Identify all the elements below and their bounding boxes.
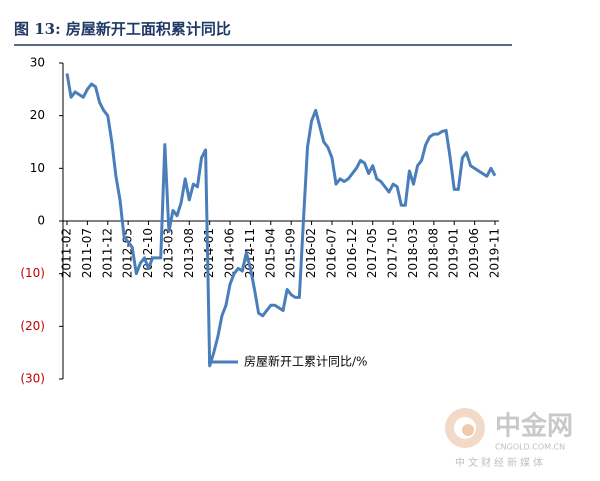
x-tick-label: 2014-11: [243, 228, 257, 278]
x-tick-label: 2011-12: [100, 228, 114, 278]
watermark-brand: 中金网: [495, 411, 573, 442]
watermark-site: CNGOLD.COM.CN: [495, 443, 565, 452]
x-tick-label: 2013-03: [161, 228, 175, 278]
y-tick-label: 20: [30, 108, 45, 122]
x-tick-label: 2011-02: [60, 228, 74, 278]
y-tick-label: 0: [37, 214, 45, 228]
x-tick-label: 2017-10: [386, 228, 400, 278]
x-tick-label: 2012-10: [141, 228, 155, 278]
x-tick-label: 2016-12: [345, 228, 359, 278]
legend-label: 房屋新开工累计同比/%: [244, 354, 367, 369]
x-tick-label: 2018-03: [406, 228, 420, 278]
y-tick-label: 30: [30, 56, 45, 70]
x-tick-label: 2011-07: [80, 228, 94, 278]
series-line: [65, 73, 497, 368]
y-tick-label: (10): [20, 266, 45, 280]
x-tick-label: 2012-05: [121, 228, 135, 278]
x-tick-label: 2016-02: [304, 228, 318, 278]
watermark-logo-core: [462, 424, 474, 436]
x-tick-label: 2014-06: [223, 228, 237, 278]
x-tick-label: 2013-08: [182, 228, 196, 278]
x-tick-label: 2014-01: [202, 228, 216, 278]
x-tick-label: 2018-08: [426, 228, 440, 278]
x-tick-label: 2017-05: [365, 228, 379, 278]
x-tick-label: 2016-07: [324, 228, 338, 278]
y-tick-label: (30): [20, 372, 45, 386]
chart-title: 图 13: 房屋新开工面积累计同比: [14, 20, 231, 38]
x-tick-label: 2019-06: [467, 228, 481, 278]
y-tick-label: (20): [20, 319, 45, 333]
x-tick-label: 2019-11: [488, 228, 502, 278]
x-tick-label: 2015-09: [284, 228, 298, 278]
watermark-slogan: 中文财经新媒体: [455, 456, 546, 469]
x-tick-label: 2019-01: [447, 228, 461, 278]
y-tick-label: 10: [30, 161, 45, 175]
watermark: 中金网 CNGOLD.COM.CN 中文财经新媒体: [445, 408, 573, 469]
x-tick-label: 2015-04: [263, 228, 277, 278]
